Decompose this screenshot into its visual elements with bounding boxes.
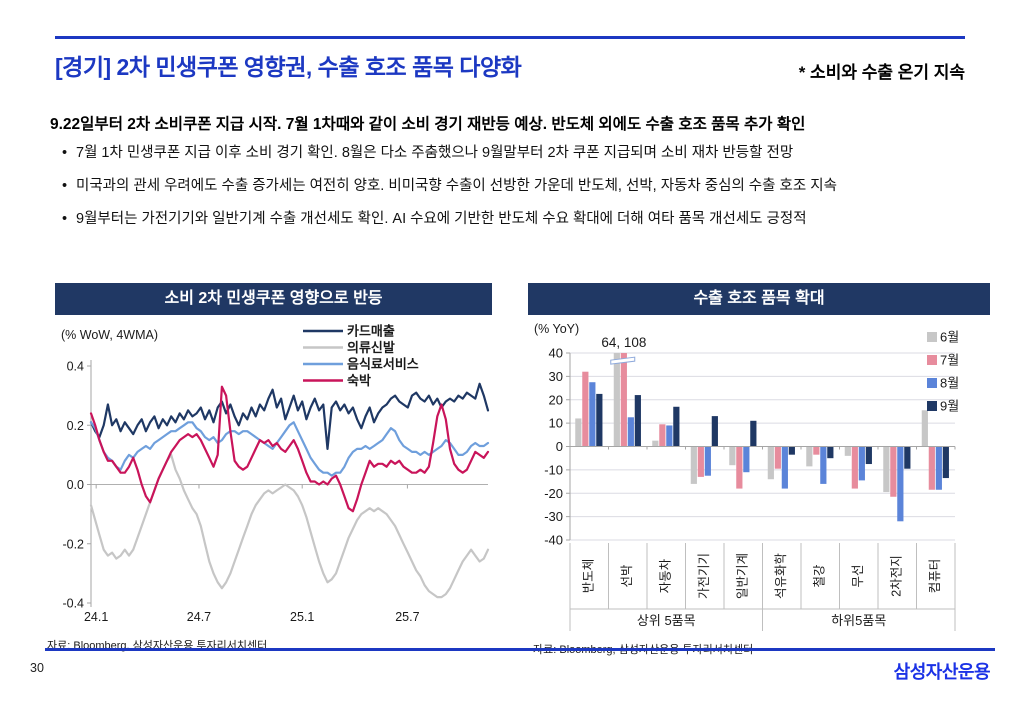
chart-card-consumption: 소비 2차 민생쿠폰 영향으로 반등 (% WoW, 4WMA) 0.4 0.2 0.…: [47, 283, 492, 653]
svg-text:반도체: 반도체: [582, 559, 596, 594]
page-title: [경기] 2차 민생쿠폰 영향권, 수출 호조 품목 다양화: [55, 54, 522, 80]
svg-text:7월: 7월: [940, 353, 959, 368]
company-logo: 삼성자산운용: [893, 662, 991, 682]
svg-text:25.7: 25.7: [395, 610, 419, 624]
bullet-item: 9월부터는 가전기기와 일반기계 수출 개선세도 확인. AI 수요에 기반한 …: [62, 210, 992, 229]
exports-bar-chart: (% YoY) 40 30 20 10 0 -10 -20 -30 -40 반도체 선박 자동차 가전기기…: [534, 322, 959, 631]
svg-text:9월: 9월: [940, 399, 959, 414]
svg-text:8월: 8월: [940, 376, 959, 391]
bottom-rule: [45, 648, 995, 651]
svg-text:20: 20: [549, 392, 563, 407]
svg-text:24.7: 24.7: [187, 610, 211, 624]
svg-text:자동차: 자동차: [659, 558, 673, 593]
svg-text:음식료서비스: 음식료서비스: [347, 357, 419, 372]
section-heading: 9.22일부터 2차 소비쿠폰 지급 시작. 7월 1차때와 같이 소비 경기 …: [50, 116, 806, 133]
svg-text:컴퓨터: 컴퓨터: [928, 559, 942, 594]
chart-card-exports: 수출 호조 품목 확대 (% YoY) 40 30 20 10 0 -10 -20 -30 -40…: [528, 283, 990, 657]
svg-text:상위 5품목: 상위 5품목: [637, 613, 696, 628]
svg-text:30: 30: [549, 369, 563, 384]
svg-text:0.2: 0.2: [67, 419, 84, 433]
bullet-list: 7월 1차 민생쿠폰 지급 이후 소비 경기 확인. 8월은 다소 주춤했으나 …: [62, 144, 992, 243]
svg-text:24.1: 24.1: [84, 610, 108, 624]
svg-text:64, 108: 64, 108: [601, 335, 646, 350]
bullet-item: 미국과의 관세 우려에도 수출 증가세는 여전히 양호. 비미국향 수출이 선방…: [62, 177, 992, 196]
chart-title-consumption: 소비 2차 민생쿠폰 영향으로 반등: [55, 283, 492, 315]
svg-text:하위5품목: 하위5품목: [831, 613, 886, 628]
top-rule: [55, 36, 965, 39]
svg-text:-10: -10: [544, 462, 563, 477]
svg-text:석유화학: 석유화학: [774, 553, 788, 600]
svg-text:(% YoY): (% YoY): [534, 322, 579, 336]
page-number: 30: [30, 661, 44, 675]
svg-text:25.1: 25.1: [290, 610, 314, 624]
svg-text:선박: 선박: [620, 564, 634, 588]
svg-text:숙박: 숙박: [347, 373, 371, 388]
svg-text:일반기계: 일반기계: [736, 553, 750, 599]
chart-title-exports: 수출 호조 품목 확대: [528, 283, 990, 315]
svg-text:40: 40: [549, 346, 563, 361]
svg-text:6월: 6월: [940, 330, 959, 345]
svg-text:카드매출: 카드매출: [347, 324, 395, 339]
svg-text:2차전지: 2차전지: [890, 555, 904, 596]
svg-text:0.4: 0.4: [67, 360, 84, 374]
svg-text:0: 0: [556, 439, 563, 454]
svg-text:무선: 무선: [851, 564, 865, 587]
svg-text:-40: -40: [544, 533, 563, 548]
svg-text:의류신발: 의류신발: [347, 340, 395, 355]
svg-text:(% WoW, 4WMA): (% WoW, 4WMA): [61, 328, 158, 342]
consumption-line-chart: (% WoW, 4WMA) 0.4 0.2 0.0 -0.2 -0.424.1 24.7 25…: [61, 324, 490, 624]
svg-text:-30: -30: [544, 509, 563, 524]
svg-text:0.0: 0.0: [67, 478, 84, 492]
svg-text:철강: 철강: [813, 564, 827, 588]
bullet-item: 7월 1차 민생쿠폰 지급 이후 소비 경기 확인. 8월은 다소 주춤했으나 …: [62, 144, 992, 163]
svg-text:가전기기: 가전기기: [697, 553, 711, 599]
svg-text:-20: -20: [544, 486, 563, 501]
svg-text:10: 10: [549, 416, 563, 431]
page-subtitle: * 소비와 수출 온기 지속: [798, 63, 965, 82]
svg-text:-0.4: -0.4: [62, 597, 84, 611]
svg-text:-0.2: -0.2: [62, 537, 84, 551]
